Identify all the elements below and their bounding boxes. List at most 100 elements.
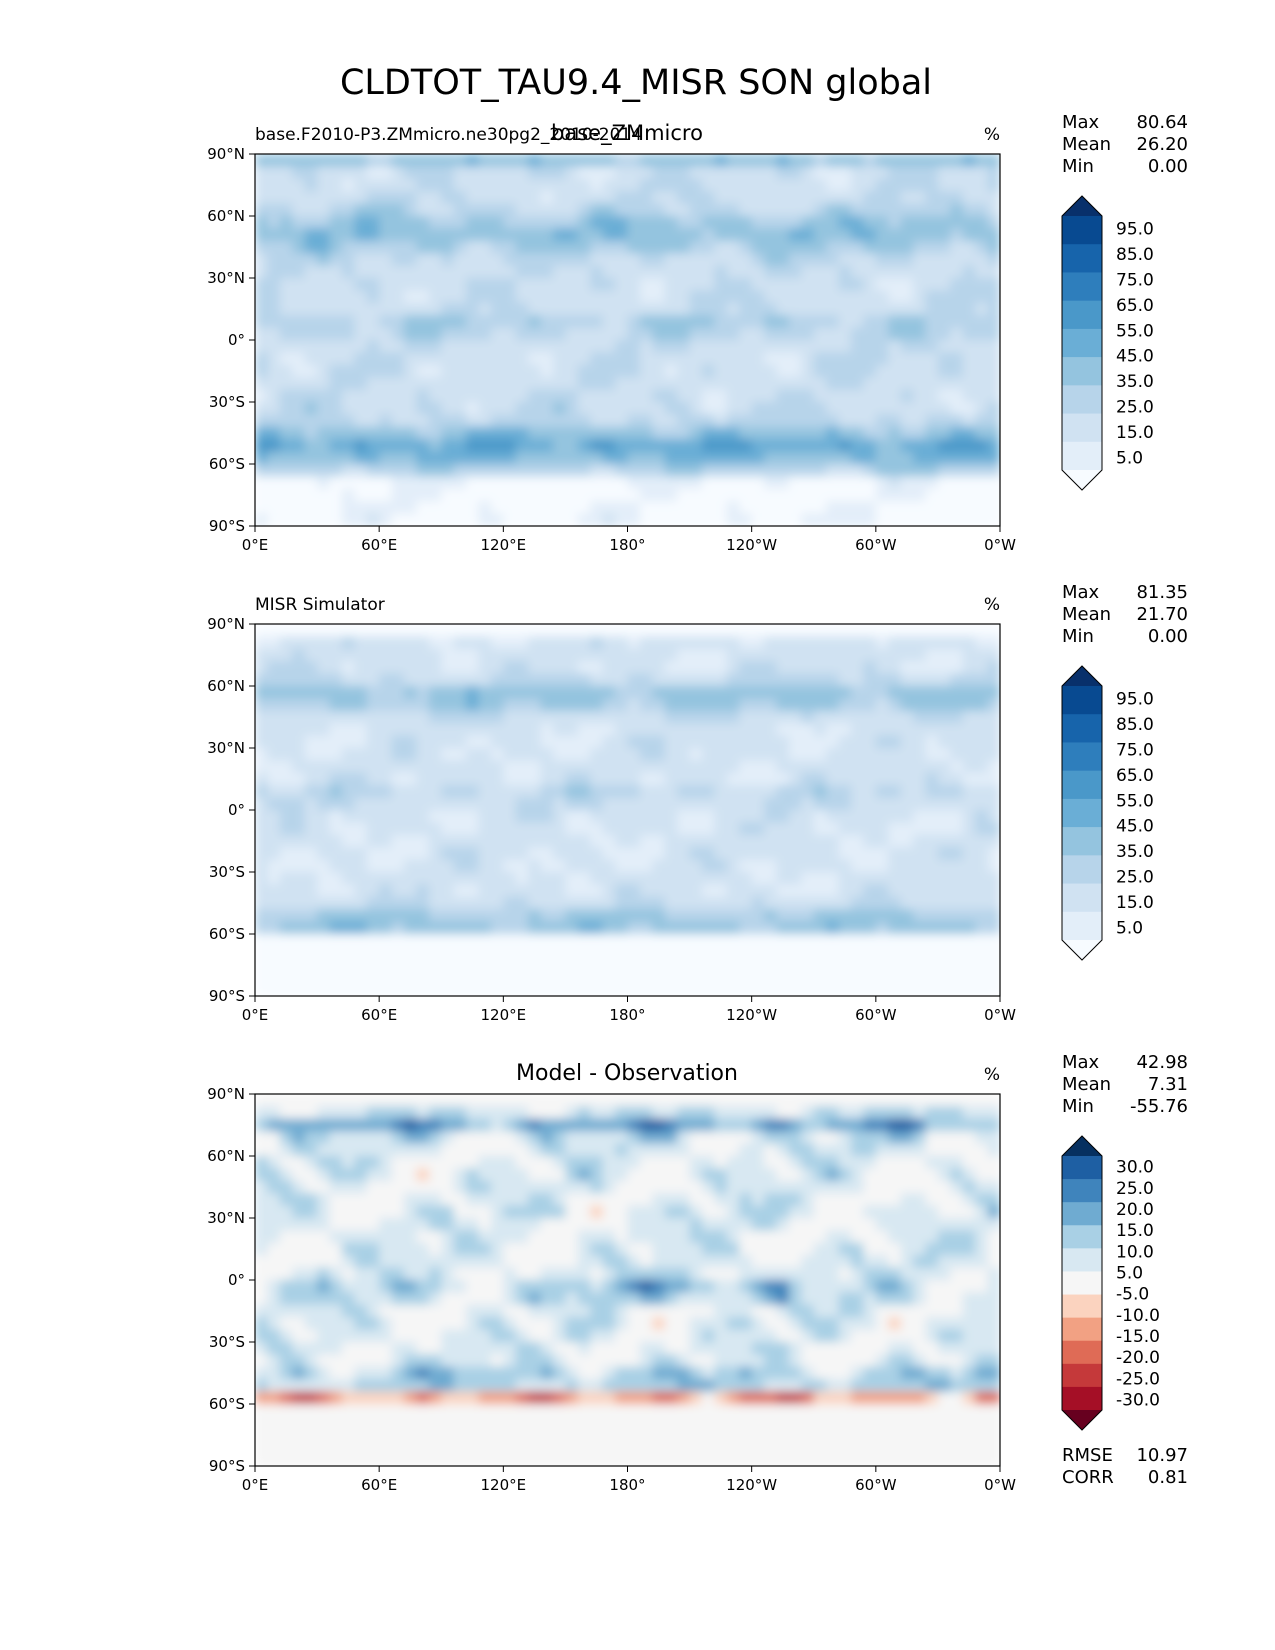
field-cell: [267, 1304, 281, 1318]
field-cell: [292, 352, 306, 366]
field-cell: [279, 748, 293, 761]
field-cell: [950, 1156, 964, 1169]
field-cell: [975, 1342, 989, 1355]
field-cell: [962, 686, 976, 699]
field-cell: [950, 983, 964, 996]
field-cell: [404, 1280, 418, 1293]
field-cell: [838, 439, 852, 453]
field-cell: [888, 760, 902, 774]
field-cell: [528, 636, 542, 650]
field-cell: [515, 315, 529, 329]
field-cell: [490, 240, 504, 254]
field-cell: [379, 971, 393, 985]
field-cell: [714, 1143, 728, 1157]
field-cell: [875, 1354, 889, 1368]
field-cell: [937, 661, 951, 675]
field-cell: [404, 451, 418, 465]
field-cell: [354, 253, 368, 267]
field-cell: [962, 673, 976, 687]
field-cell: [577, 1329, 591, 1343]
field-cell: [627, 760, 641, 774]
field-cell: [639, 1280, 653, 1293]
field-cell: [404, 414, 418, 428]
field-cell: [540, 253, 554, 267]
field-cell: [453, 1304, 467, 1318]
field-cell: [391, 265, 405, 279]
field-cell: [975, 154, 989, 167]
field-cell: [875, 377, 889, 391]
field-cell: [391, 1168, 405, 1182]
field-cell: [851, 1193, 865, 1207]
field-cell: [341, 834, 355, 848]
field-cell: [490, 1280, 504, 1293]
field-cell: [950, 1205, 964, 1219]
field-cell: [292, 958, 306, 972]
field-cell: [404, 228, 418, 242]
field-cell: [540, 1280, 554, 1293]
field-cell: [677, 958, 691, 972]
field-cell: [528, 1230, 542, 1244]
field-cell: [577, 1242, 591, 1256]
field-cell: [913, 983, 927, 996]
field-cell: [851, 1267, 865, 1281]
x-tick-label: 0°W: [984, 1006, 1016, 1024]
field-cell: [466, 278, 480, 291]
field-cell: [975, 772, 989, 786]
field-cell: [490, 501, 504, 515]
field-cell: [962, 389, 976, 403]
field-cell: [329, 216, 343, 229]
field-cell: [788, 1218, 802, 1231]
field-cell: [428, 1131, 442, 1145]
field-cell: [292, 414, 306, 428]
field-cell: [602, 1230, 616, 1244]
field-cell: [888, 1180, 902, 1194]
field-cell: [875, 1156, 889, 1169]
field-cell: [255, 302, 269, 316]
field-cell: [838, 389, 852, 403]
field-cell: [490, 476, 504, 490]
field-cell: [739, 240, 753, 254]
field-cell: [875, 934, 889, 947]
field-cell: [664, 797, 678, 811]
field-cell: [975, 648, 989, 662]
field-cell: [329, 1131, 343, 1145]
field-cell: [826, 340, 840, 353]
field-cell: [416, 710, 430, 724]
field-cell: [515, 265, 529, 279]
field-cell: [664, 352, 678, 366]
field-cell: [652, 1094, 666, 1107]
field-cell: [292, 340, 306, 353]
field-cell: [652, 501, 666, 515]
field-cell: [528, 772, 542, 786]
field-cell: [292, 178, 306, 192]
field-cell: [714, 451, 728, 465]
field-cell: [379, 785, 393, 799]
field-cell: [279, 1267, 293, 1281]
field-cell: [739, 921, 753, 935]
field-cell: [776, 909, 790, 923]
field-cell: [503, 1317, 517, 1331]
field-cell: [304, 191, 318, 205]
field-cell: [528, 1168, 542, 1182]
field-cell: [863, 389, 877, 403]
field-cell: [553, 1193, 567, 1207]
field-cell: [341, 661, 355, 675]
field-cell: [702, 191, 716, 205]
field-cell: [987, 352, 1000, 366]
field-cell: [975, 290, 989, 304]
field-cell: [354, 451, 368, 465]
field-cell: [466, 1329, 480, 1343]
field-cell: [975, 402, 989, 415]
field-cell: [962, 636, 976, 650]
field-cell: [279, 315, 293, 329]
field-cell: [813, 414, 827, 428]
field-cell: [677, 847, 691, 861]
field-cell: [577, 1280, 591, 1293]
field-cell: [553, 1205, 567, 1219]
field-cell: [267, 971, 281, 985]
field-cell: [354, 772, 368, 786]
field-cell: [764, 290, 778, 304]
field-cell: [478, 958, 492, 972]
field-cell: [652, 1218, 666, 1231]
field-cell: [453, 859, 467, 873]
